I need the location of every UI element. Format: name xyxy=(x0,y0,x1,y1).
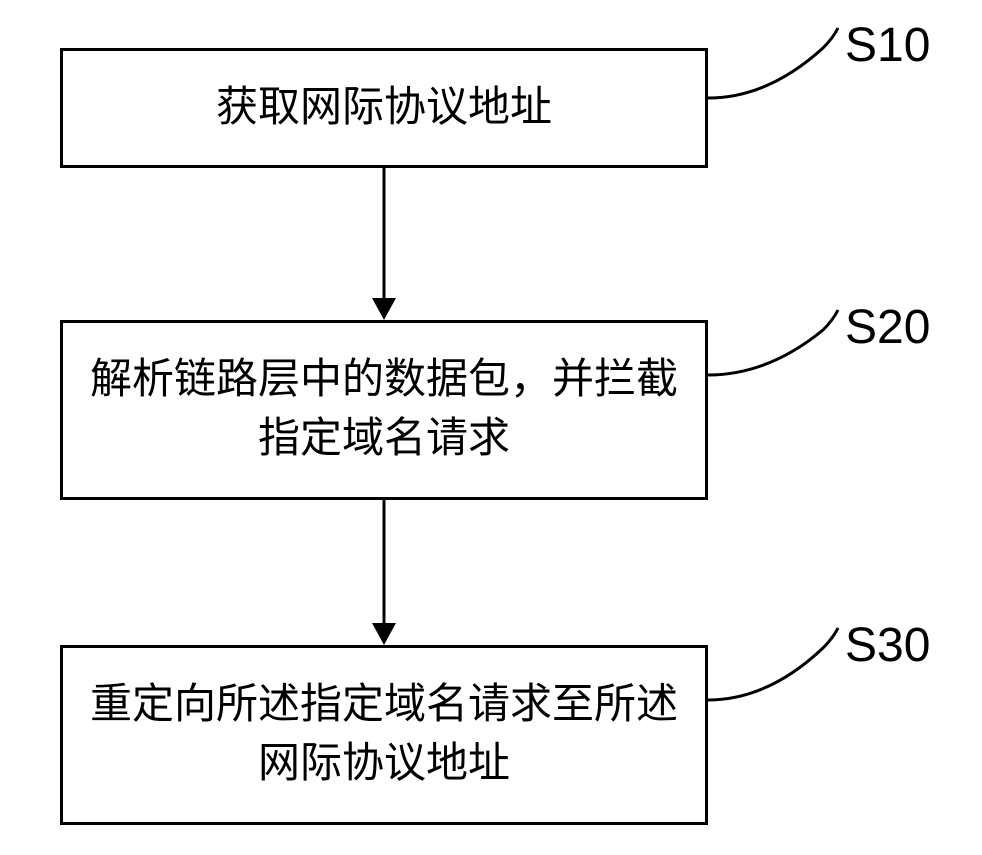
flow-step-s20: 解析链路层中的数据包，并拦截指定域名请求 xyxy=(60,320,708,500)
flow-step-text: 解析链路层中的数据包，并拦截指定域名请求 xyxy=(83,351,685,469)
arrow-head-s20-s30 xyxy=(372,623,396,645)
connector-s30 xyxy=(708,618,848,718)
arrow-s20-s30 xyxy=(383,500,386,623)
flow-step-text: 重定向所述指定域名请求至所述网际协议地址 xyxy=(83,676,685,794)
flow-step-s10: 获取网际协议地址 xyxy=(60,48,708,168)
flow-step-text: 获取网际协议地址 xyxy=(216,79,552,138)
step-label-s10: S10 xyxy=(845,18,930,73)
step-label-s30: S30 xyxy=(845,618,930,673)
connector-s20 xyxy=(708,300,848,400)
connector-s10 xyxy=(708,18,848,118)
flow-step-s30: 重定向所述指定域名请求至所述网际协议地址 xyxy=(60,645,708,825)
step-label-s20: S20 xyxy=(845,300,930,355)
arrow-s10-s20 xyxy=(383,168,386,298)
arrow-head-s10-s20 xyxy=(372,298,396,320)
